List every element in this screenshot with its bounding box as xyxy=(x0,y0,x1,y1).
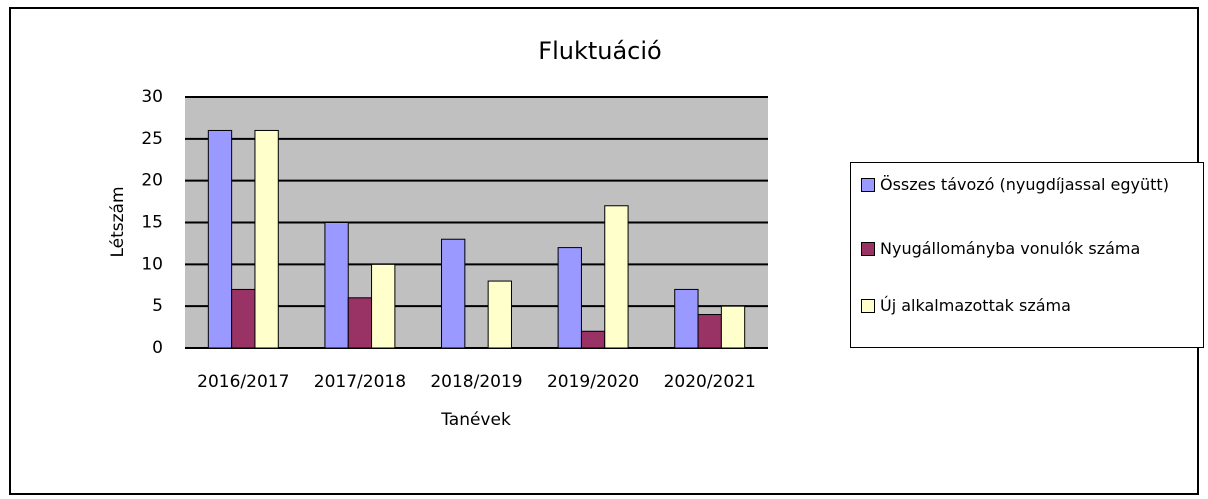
y-tick-label: 30 xyxy=(141,87,163,107)
x-tick-label: 2016/2017 xyxy=(197,372,289,392)
y-tick-label: 10 xyxy=(141,254,163,274)
bar xyxy=(207,129,233,349)
bar xyxy=(371,263,396,349)
legend-swatch xyxy=(861,178,875,192)
legend-swatch xyxy=(861,242,875,256)
y-tick-label: 0 xyxy=(152,338,163,358)
legend-swatch xyxy=(861,299,875,313)
bar xyxy=(487,280,512,349)
bar xyxy=(557,247,582,349)
legend-entry: Összes távozó (nyugdíjassal együtt) xyxy=(861,173,1191,196)
legend-label: Nyugállományba vonulók száma xyxy=(880,239,1141,258)
bar xyxy=(720,305,746,349)
legend-label: Új alkalmazottak száma xyxy=(880,296,1071,315)
y-tick-label: 20 xyxy=(141,171,163,191)
bar xyxy=(347,297,373,349)
y-tick-label: 5 xyxy=(152,296,163,316)
bar xyxy=(254,129,279,349)
x-tick-label: 2020/2021 xyxy=(664,372,756,392)
y-tick-label: 15 xyxy=(141,213,163,233)
x-tick-label: 2019/2020 xyxy=(547,372,639,392)
bar xyxy=(604,205,629,349)
bar xyxy=(441,238,466,349)
bar xyxy=(580,330,606,349)
x-tick-label: 2018/2019 xyxy=(430,372,522,392)
bar xyxy=(674,288,699,349)
legend-entry: Új alkalmazottak száma xyxy=(861,294,1191,317)
bar xyxy=(324,222,349,349)
bar xyxy=(697,314,722,349)
x-axis-label: Tanévek xyxy=(440,410,511,430)
y-axis-label: Létszám xyxy=(108,186,128,257)
legend-entry: Nyugállományba vonulók száma xyxy=(861,237,1191,260)
bar xyxy=(231,288,256,349)
chart-title: Fluktuáció xyxy=(538,37,661,65)
x-tick-label: 2017/2018 xyxy=(314,372,406,392)
legend-label: Összes távozó (nyugdíjassal együtt) xyxy=(880,175,1169,194)
y-tick-label: 25 xyxy=(141,129,163,149)
legend: Összes távozó (nyugdíjassal együtt) Nyugá… xyxy=(850,162,1204,348)
